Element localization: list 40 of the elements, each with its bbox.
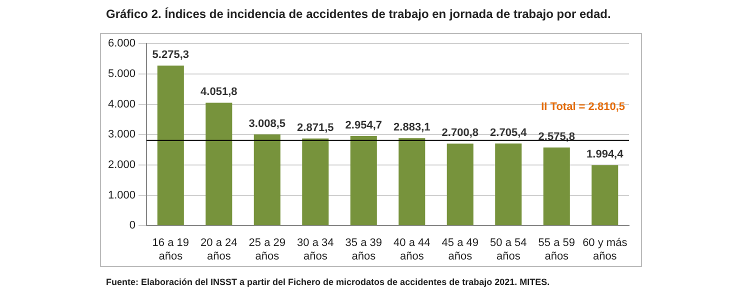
- x-tick-label: 55 a 59 años: [538, 237, 575, 262]
- data-label: 2.705,4: [490, 127, 528, 140]
- y-tick-label: 6.000: [108, 38, 136, 50]
- data-label: 4.051,8: [200, 86, 238, 98]
- bar: [592, 165, 618, 226]
- data-label: 2.954,7: [345, 120, 382, 132]
- data-label: 1.994,4: [586, 148, 624, 161]
- data-label: 2.700,8: [442, 127, 478, 140]
- bar: [302, 138, 329, 226]
- y-tick-label: 1.000: [108, 189, 136, 202]
- y-tick-label: 0: [129, 220, 136, 232]
- x-tick-label: 35 a 39 años: [345, 237, 382, 262]
- bar: [398, 138, 426, 226]
- bar: [157, 66, 184, 226]
- bar: [206, 102, 232, 226]
- data-label: 5.275,3: [152, 49, 189, 62]
- x-tick-label: 30 a 34 años: [297, 237, 334, 262]
- x-tick-label: 60 y más años: [582, 237, 628, 262]
- data-label: 2.883,1: [394, 122, 430, 134]
- x-tick-label: 50 a 54 años: [490, 237, 527, 262]
- bar: [543, 147, 570, 226]
- chart-title: Gráfico 2. Índices de incidencia de accidentes de trabajo en jornada de trabajo por edad.: [106, 7, 611, 21]
- data-label: 2.871,5: [297, 122, 334, 134]
- bar: [446, 144, 474, 226]
- ref-line-label: II Total = 2.810,5: [541, 100, 625, 113]
- bar: [350, 136, 377, 226]
- y-tick-label: 5.000: [108, 68, 136, 80]
- x-tick-label: 25 a 29 años: [248, 237, 286, 262]
- bar: [254, 134, 280, 226]
- x-tick-label: 20 a 24 años: [200, 237, 238, 262]
- y-tick-label: 3.000: [108, 128, 136, 141]
- source-note: Fuente: Elaboración del INSST a partir del Fichero de microdatos de accidentes de trabajo 2021. MITES.: [106, 277, 550, 287]
- x-tick-label: 45 a 49 años: [442, 237, 478, 262]
- bar: [495, 144, 522, 226]
- data-label: 2.575,8: [538, 131, 575, 143]
- x-tick-label: 16 a 19 años: [152, 237, 189, 262]
- y-tick-label: 2.000: [108, 158, 136, 171]
- y-tick-label: 4.000: [108, 98, 136, 110]
- data-label: 3.008,5: [248, 118, 286, 130]
- x-tick-label: 40 a 44 años: [394, 237, 430, 262]
